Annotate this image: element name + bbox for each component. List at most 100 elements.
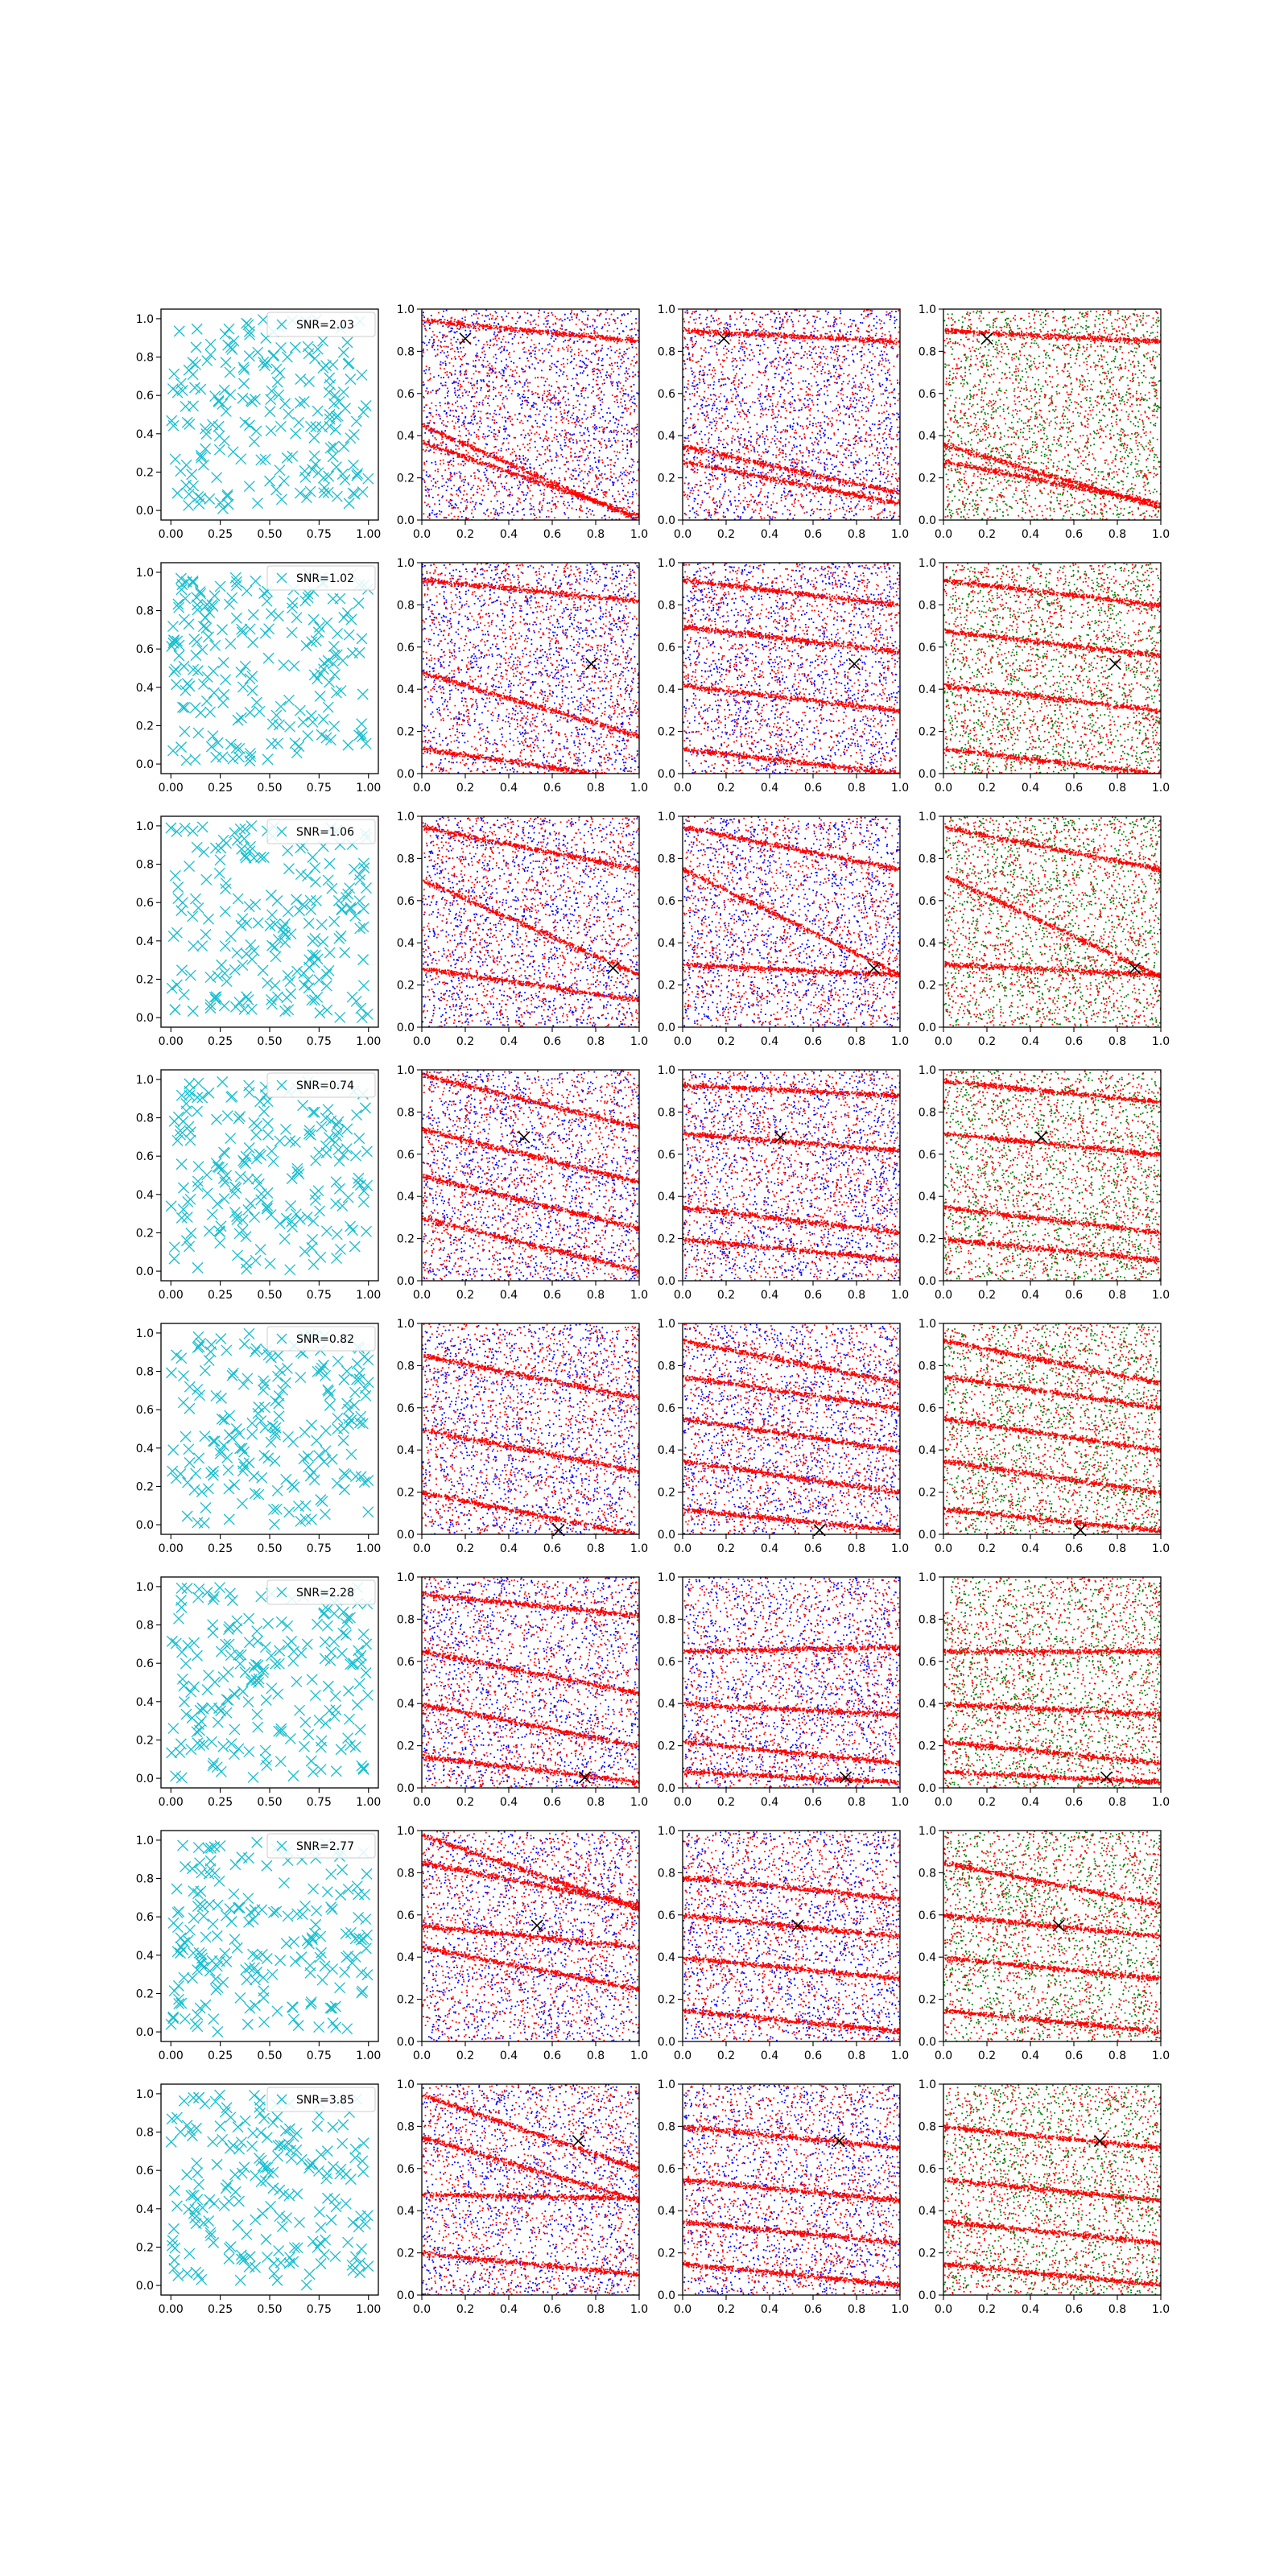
- x-marker-point: [303, 871, 313, 881]
- x-tick-label: 0.6: [1065, 528, 1083, 541]
- legend-label: SNR=2.28: [296, 1587, 354, 1600]
- y-tick-label: 0.4: [658, 683, 675, 696]
- x-marker-point: [328, 2122, 338, 2132]
- x-marker-point: [358, 2138, 369, 2149]
- y-tick-label: 0.6: [136, 643, 154, 656]
- x-marker-point: [217, 752, 228, 762]
- x-tick-label: 1.0: [630, 2303, 648, 2316]
- x-marker-point: [280, 2125, 291, 2136]
- x-marker-point: [208, 687, 219, 698]
- x-tick-label: 0.0: [674, 1289, 691, 1302]
- x-marker-point: [363, 1507, 374, 1517]
- x-marker-point: [250, 576, 261, 586]
- signal-points: [422, 1070, 641, 1282]
- scatter-points: [683, 563, 902, 775]
- x-marker-point: [294, 1501, 304, 1512]
- x-marker-point: [358, 980, 369, 991]
- x-tick-label: 0.8: [587, 1542, 605, 1555]
- x-marker-point: [309, 670, 320, 680]
- x-marker-point: [244, 1747, 254, 1757]
- x-tick-label: 0.0: [413, 1035, 431, 1048]
- x-tick-label: 0.00: [159, 782, 184, 795]
- x-marker-point: [219, 1147, 229, 1158]
- y-tick-label: 0.4: [136, 1696, 154, 1709]
- x-marker-point: [220, 906, 230, 917]
- x-marker-point: [270, 980, 280, 991]
- x-marker-point: [184, 1403, 195, 1414]
- x-marker-point: [191, 1468, 201, 1479]
- x-marker-point: [320, 1426, 331, 1436]
- x-marker-point: [345, 2174, 356, 2185]
- x-marker-point: [170, 870, 180, 881]
- y-tick-label: 0.6: [658, 1656, 675, 1669]
- x-marker-point: [197, 822, 208, 832]
- x-marker-point: [301, 641, 312, 651]
- x-marker-point: [208, 1919, 218, 1930]
- y-tick-label: 0.0: [397, 1782, 415, 1795]
- x-marker-point: [198, 460, 208, 470]
- scatter-points: [167, 569, 374, 766]
- signal-points: [422, 309, 640, 522]
- y-tick-label: 0.8: [136, 605, 154, 618]
- x-tick-label: 0.4: [761, 1035, 778, 1048]
- x-marker-point: [176, 1159, 187, 1170]
- y-tick-label: 0.0: [136, 1265, 154, 1278]
- x-marker-point: [288, 2014, 299, 2025]
- y-tick-label: 0.8: [919, 1106, 936, 1119]
- y-tick-label: 1.0: [919, 1825, 936, 1838]
- y-tick-label: 0.4: [397, 1951, 415, 1964]
- x-marker-point: [244, 351, 254, 361]
- x-marker-point: [355, 1179, 365, 1190]
- x-marker-point: [235, 1992, 246, 2003]
- y-tick-label: 0.8: [136, 1873, 154, 1886]
- x-marker-point: [179, 1697, 189, 1707]
- x-marker-point: [204, 914, 214, 924]
- x-marker-point: [348, 1659, 358, 1670]
- x-marker-point: [226, 1739, 237, 1749]
- x-marker-point: [188, 826, 198, 836]
- y-tick-label: 1.0: [658, 557, 675, 570]
- x-marker-point: [279, 919, 290, 929]
- y-tick-label: 0.2: [658, 1233, 675, 1246]
- y-tick-label: 0.6: [136, 1404, 154, 1417]
- y-tick-label: 0.8: [658, 852, 675, 865]
- x-marker-point: [237, 393, 248, 403]
- x-marker-point: [190, 703, 200, 713]
- x-marker-point: [350, 1951, 361, 1962]
- x-tick-label: 0.8: [587, 782, 605, 795]
- x-marker-point: [263, 1129, 274, 1140]
- y-tick-label: 0.2: [136, 1988, 154, 2000]
- x-marker-point: [242, 1257, 252, 1268]
- x-marker-point: [307, 1420, 317, 1430]
- scatter-points: [422, 1323, 641, 1536]
- x-tick-label: 0.4: [761, 782, 778, 795]
- y-tick-label: 0.8: [136, 1366, 154, 1379]
- x-tick-label: 1.00: [356, 528, 381, 541]
- x-marker-point: [229, 1689, 239, 1699]
- x-marker-point: [248, 1772, 258, 1782]
- x-tick-label: 0.0: [674, 1542, 691, 1555]
- x-marker-point: [189, 634, 200, 645]
- x-tick-label: 0.6: [1065, 2303, 1083, 2316]
- x-marker-point: [318, 714, 328, 724]
- x-marker-point: [294, 417, 304, 427]
- x-marker-point: [246, 939, 256, 950]
- scatter-points: [166, 821, 373, 1023]
- x-marker-point: [256, 2128, 266, 2138]
- x-tick-label: 0.4: [1022, 2303, 1039, 2316]
- x-marker-point: [316, 1931, 326, 1942]
- y-tick-label: 0.2: [136, 1227, 154, 1240]
- x-marker-point: [208, 2136, 218, 2147]
- x-marker-point: [274, 1726, 284, 1736]
- x-marker-point: [202, 1587, 213, 1598]
- x-tick-label: 0.8: [1108, 1542, 1126, 1555]
- scatter-points: [422, 1831, 641, 2043]
- x-marker-point: [324, 387, 334, 398]
- x-marker-point: [327, 2003, 337, 2013]
- x-marker-point: [249, 2090, 259, 2100]
- x-marker-point: [363, 1355, 374, 1365]
- scatter-points: [683, 816, 902, 1029]
- x-marker-point: [178, 1840, 188, 1851]
- x-marker-point: [201, 874, 212, 885]
- x-marker-point: [272, 1485, 283, 1496]
